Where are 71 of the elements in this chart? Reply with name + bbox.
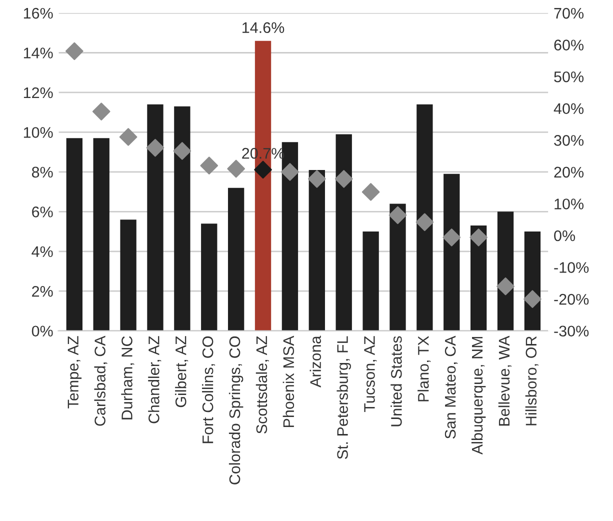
point [416,213,434,232]
y-tick-label: 14% [24,48,53,58]
x-tick-label: Bellevue, WA [498,336,512,426]
bar [174,106,190,331]
y-tick-label: 2% [32,286,53,297]
x-tick-label: Albuquerque, NM [471,336,486,455]
x-tick-label: Carlsbad, CA [94,336,108,426]
x-tick-label: Gilbert, AZ [175,336,188,408]
x-tick-label: Plano, TX [418,336,431,402]
bar [362,232,379,331]
point [173,142,192,160]
x-tick-label: Tempe, AZ [68,336,82,408]
bar [308,170,325,331]
y2-tick-label: 50% [554,71,584,82]
bar [147,104,164,331]
point [308,170,326,188]
x-tick-label: United States [390,336,402,426]
y2-tick-label: 70% [554,8,584,19]
bar [228,188,244,331]
point [496,277,514,296]
point [388,206,407,224]
x-tick-label: Tucson, AZ [364,336,377,412]
y2-tick-label: 60% [554,40,584,50]
y-tick-label: 16% [24,8,53,19]
x-tick-label: Hillsboro, OR [525,336,538,426]
y-tick-label: 12% [24,87,53,98]
point [146,138,164,157]
x-tick-label: San Mateo, CA [444,336,458,439]
bar [120,220,136,331]
y2-tick-label: 40% [554,103,584,114]
y2-tick-label: 20% [554,166,584,178]
point [281,163,299,181]
point [362,183,380,201]
x-tick-label: Arizona [310,336,322,388]
data-label: 14.6% [242,22,284,34]
y2-tick-label: 10% [554,198,584,210]
point [334,170,353,188]
x-tick-label: Fort Collins, CO [202,336,216,444]
point [65,42,84,60]
point [119,128,138,146]
x-tick-label: Scottsdale, AZ [256,336,269,434]
y2-tick-label: -10% [554,262,589,273]
bar [416,104,433,331]
bar [497,212,514,331]
x-tick-label: Chandler, AZ [148,336,162,424]
bar [444,174,460,331]
bar [93,138,110,331]
y2-tick-label: 30% [554,135,584,146]
y-tick-label: 0% [32,326,53,337]
x-tick-label: St. Petersburg, FL [336,336,351,459]
point [254,160,272,179]
x-tick-label: Durham, NC [121,336,134,420]
y-tick-label: 6% [32,206,53,218]
point [200,156,218,174]
point [227,160,245,178]
bar [66,138,82,331]
point [470,228,488,246]
bar [201,224,218,331]
point [524,290,542,308]
x-tick-label: Colorado Springs, CO [228,336,244,484]
y2-tick-label: 0% [554,230,576,242]
y-tick-label: 10% [24,127,53,138]
y-tick-label: 8% [32,166,53,178]
bar [336,134,352,331]
y2-tick-label: -20% [554,294,589,305]
point [92,102,110,120]
x-tick-label: Phoenix MSA [282,336,294,427]
point [442,228,461,246]
y-tick-label: 4% [32,246,53,258]
y2-tick-label: -30% [554,326,589,337]
bar [390,204,406,331]
